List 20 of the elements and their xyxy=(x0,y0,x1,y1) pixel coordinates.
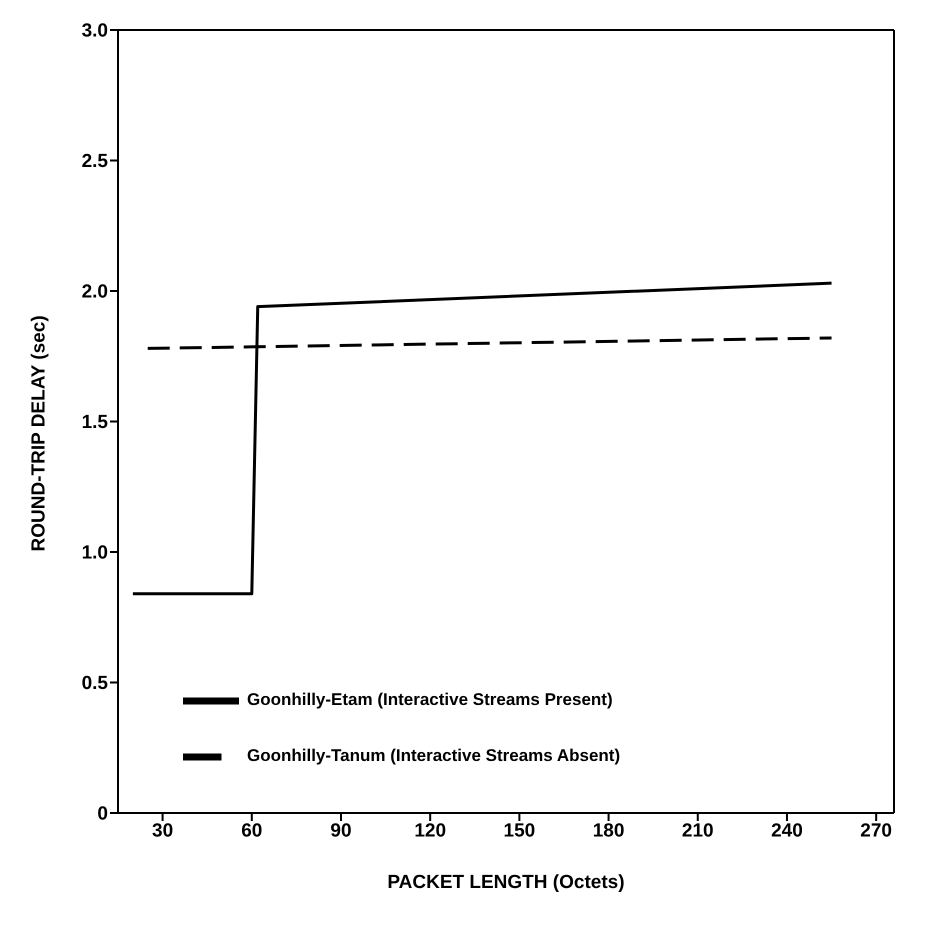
x-tick-label: 120 xyxy=(414,820,446,842)
x-tick-label: 240 xyxy=(771,820,803,842)
legend-label: Goonhilly-Tanum (Interactive Streams Absent) xyxy=(247,746,620,766)
x-tick-label: 90 xyxy=(330,820,352,842)
x-axis-title: PACKET LENGTH (Octets) xyxy=(387,872,625,893)
y-tick-label: 0 xyxy=(97,804,108,825)
x-tick-label: 30 xyxy=(152,820,174,842)
legend-label: Goonhilly-Etam (Interactive Streams Present) xyxy=(247,690,613,710)
x-tick-label: 210 xyxy=(682,820,714,842)
y-tick-label: 3.0 xyxy=(82,20,108,42)
y-tick-label: 1.5 xyxy=(82,412,108,434)
y-tick-label: 2.5 xyxy=(82,151,108,172)
x-tick-label: 180 xyxy=(592,820,624,842)
y-tick-label: 1.0 xyxy=(82,542,108,564)
x-tick-label: 150 xyxy=(504,820,536,842)
y-tick-label: 2.0 xyxy=(82,282,108,303)
y-axis-title: ROUND-TRIP DELAY (sec) xyxy=(28,315,50,552)
x-tick-label: 270 xyxy=(860,820,892,842)
x-tick-label: 60 xyxy=(241,820,262,842)
y-tick-label: 0.5 xyxy=(82,673,108,694)
